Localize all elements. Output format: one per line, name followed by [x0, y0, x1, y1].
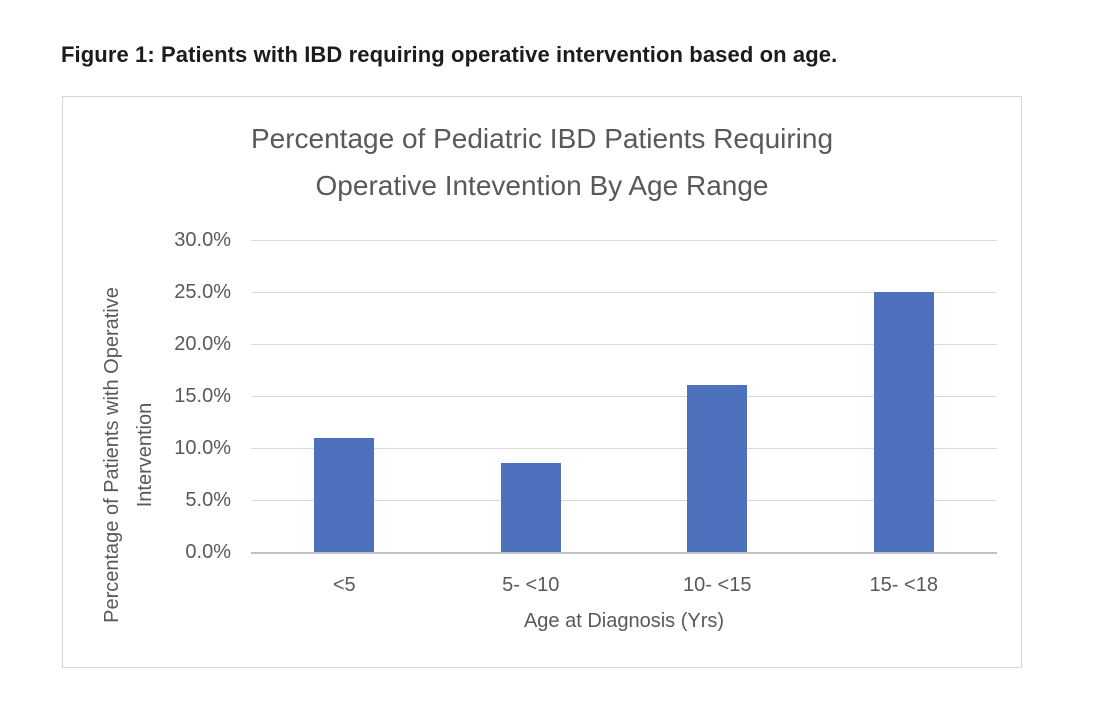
y-tick-label: 0.0% — [185, 541, 231, 563]
chart-title-line-1: Percentage of Pediatric IBD Patients Req… — [250, 123, 834, 154]
bar — [314, 437, 375, 552]
gridline — [251, 239, 997, 241]
y-tick-label: 15.0% — [174, 385, 231, 407]
x-axis-line — [251, 552, 997, 554]
gridline — [251, 499, 997, 501]
x-tick-label: 10- <15 — [683, 574, 752, 596]
chart-title-line-2: Operative Intevention By Age Range — [315, 170, 769, 201]
y-tick-label: 30.0% — [174, 229, 231, 251]
gridline — [251, 343, 997, 345]
chart-title: Percentage of Pediatric IBD Patients Req… — [63, 115, 1021, 209]
y-tick-label: 10.0% — [174, 437, 231, 459]
x-tick-label: 15- <18 — [869, 574, 938, 596]
y-tick-label: 20.0% — [174, 333, 231, 355]
gridline — [251, 291, 997, 293]
x-tick-label: <5 — [332, 574, 356, 596]
x-tick-label: 5- <10 — [502, 574, 560, 596]
bar — [873, 292, 934, 552]
plot-area — [251, 239, 997, 552]
chart: Percentage of Pediatric IBD Patients Req… — [62, 96, 1022, 668]
bar — [500, 462, 561, 552]
figure-caption: Figure 1: Patients with IBD requiring op… — [61, 42, 838, 67]
y-tick-label: 5.0% — [185, 489, 231, 511]
bar — [687, 384, 748, 552]
x-axis-title: Age at Diagnosis (Yrs) — [523, 610, 725, 632]
gridline — [251, 447, 997, 449]
gridline — [251, 395, 997, 397]
y-tick-label: 25.0% — [174, 281, 231, 303]
